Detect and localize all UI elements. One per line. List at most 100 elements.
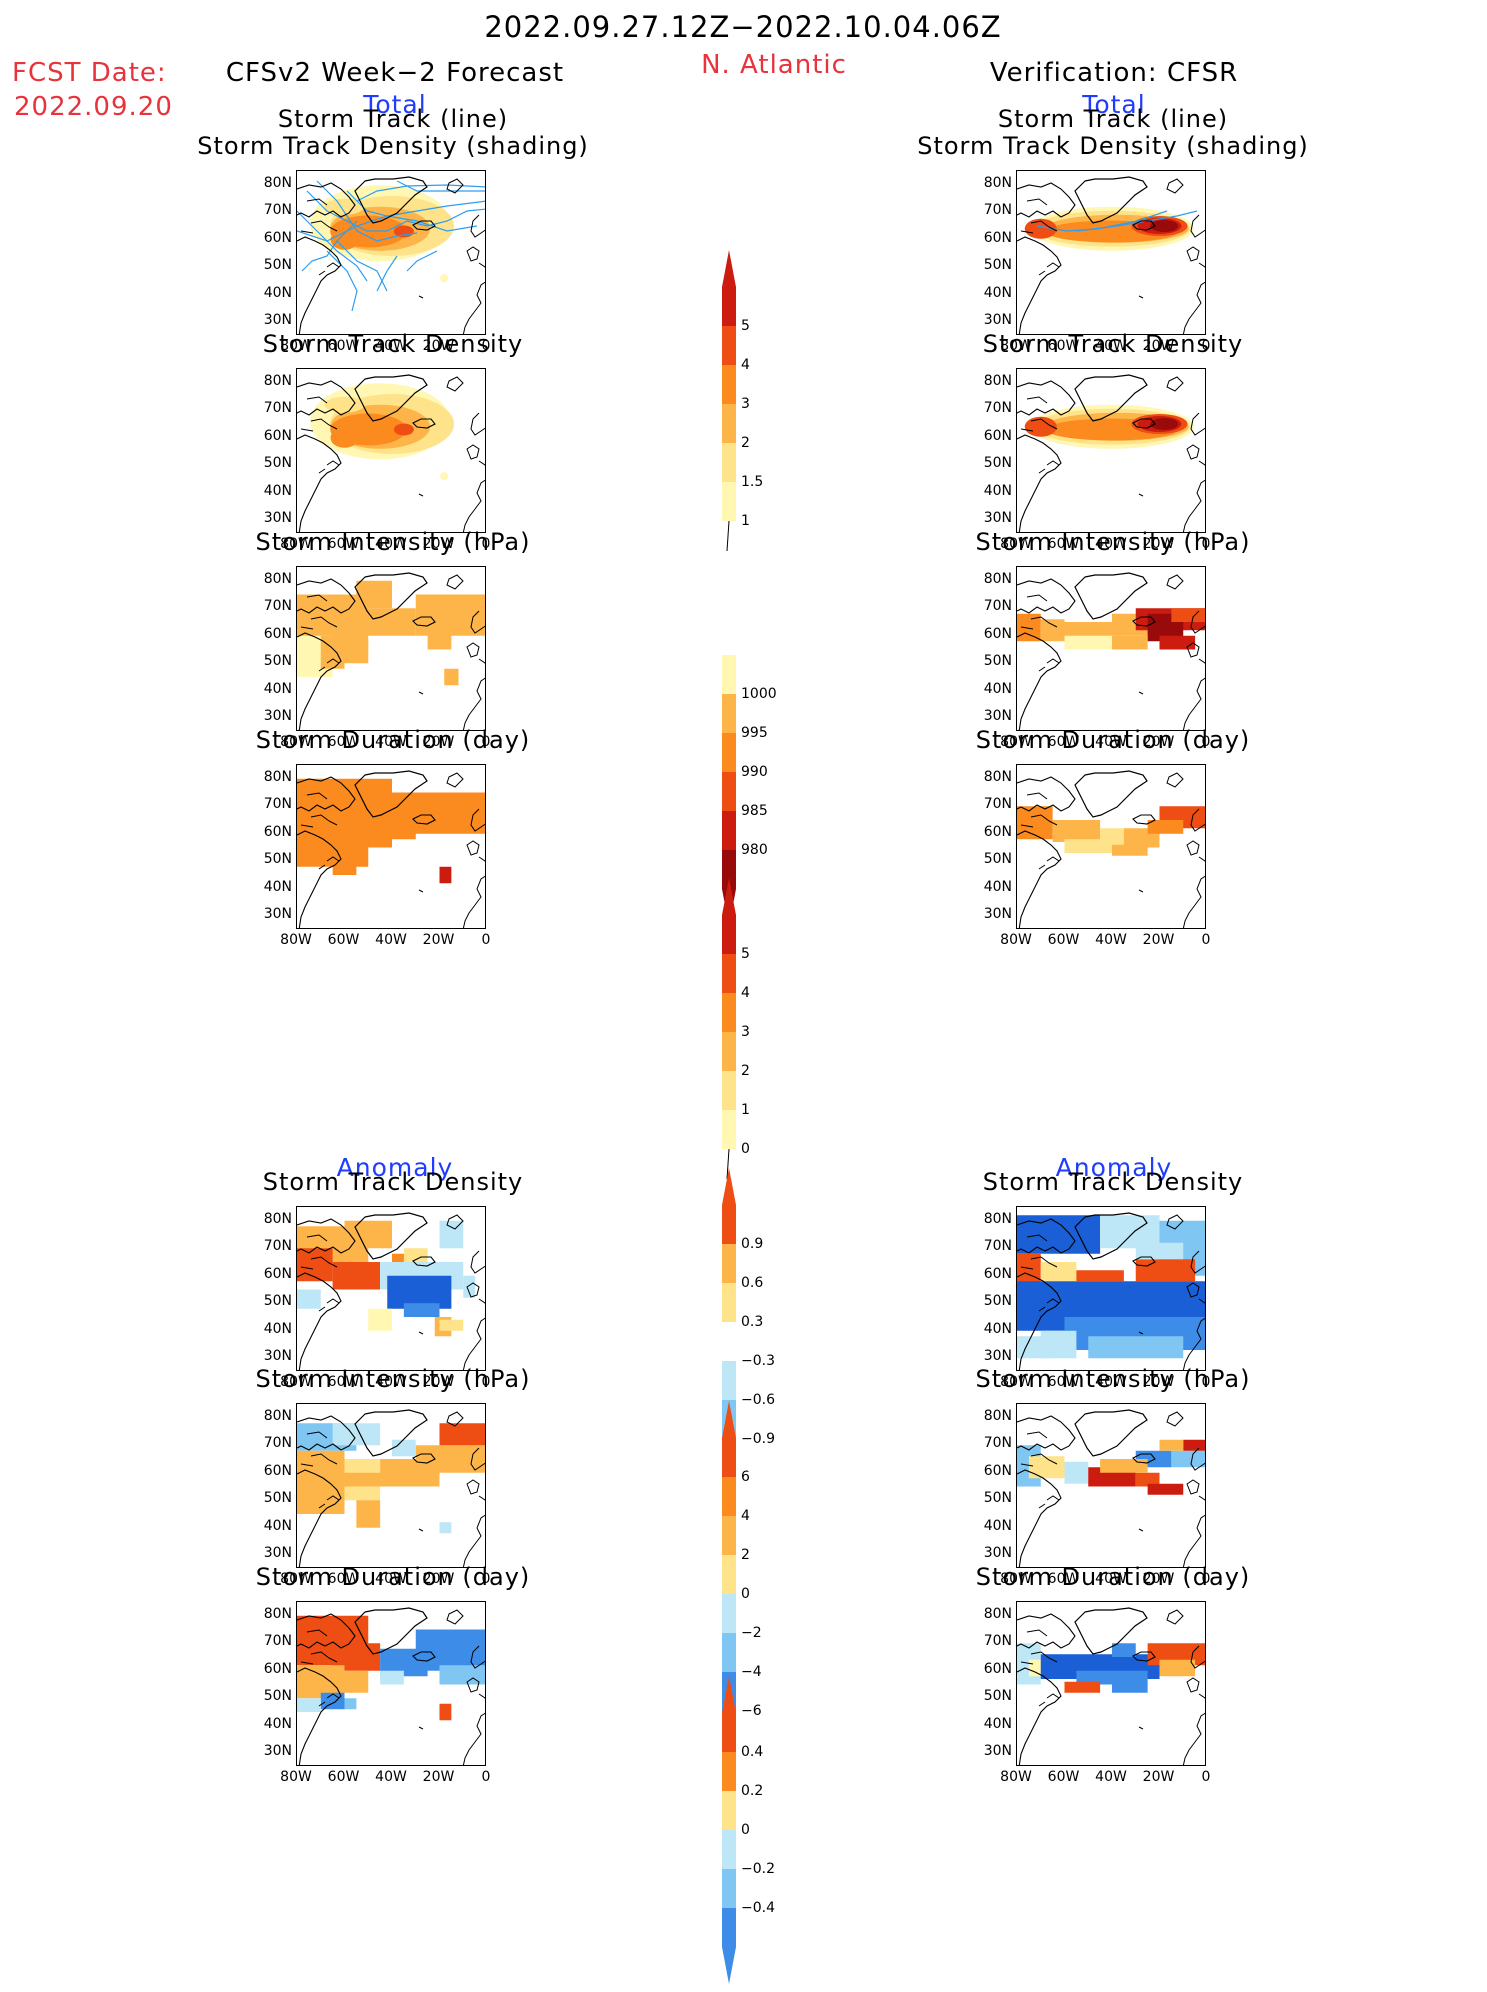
anomaly-cell [1088, 1336, 1184, 1359]
duration-cell [1064, 839, 1112, 853]
forecast-anomaly-density-lat-tick: 70N [263, 1238, 292, 1255]
forecast-total-duration-lat-tick: 30N [263, 906, 292, 923]
forecast-total-duration-plot [297, 770, 485, 928]
anomaly-duration-colorbar-swatch [722, 1908, 736, 1947]
density-blob [330, 229, 359, 250]
cfsr-total-track-map [1016, 170, 1206, 335]
intensity-colorbar-label: 980 [741, 842, 768, 858]
forecast-total-track-lat-tick: 70N [263, 202, 292, 219]
cfsr-anomaly-density-title: Storm Track Density [982, 1168, 1244, 1196]
forecast-total-duration-map [296, 764, 486, 929]
cfsr-total-duration-lon-tick: 60W [1047, 932, 1080, 948]
cfsr-total-intensity-lat-tick: 70N [983, 598, 1012, 615]
cfsr-anomaly-duration-lat-tick: 60N [983, 1660, 1012, 1677]
storm-track-line [356, 184, 485, 202]
forecast-anomaly-density-lat-tick: 40N [263, 1320, 292, 1337]
cfsr-anomaly-duration-lon-tick: 0 [1201, 1769, 1211, 1785]
density-blob [440, 274, 449, 283]
verification-header: Verification: CFSR [989, 58, 1239, 88]
cfsr-total-density-lat-tick: 70N [983, 400, 1012, 417]
anomaly-cell [1135, 1472, 1160, 1487]
intensity-colorbar-label: 990 [741, 764, 768, 780]
anomaly-density-colorbar-label: 0.6 [741, 1275, 764, 1291]
anomaly-intensity-colorbar-label: 4 [741, 1508, 750, 1524]
forecast-total-intensity-lon-tick: 40W [375, 734, 407, 750]
anomaly-density-colorbar-label: 0.9 [741, 1236, 764, 1252]
forecast-anomaly-density-title: Storm Track Density [262, 1168, 524, 1196]
forecast-anomaly-density-lon-tick: 80W [280, 1374, 312, 1390]
cfsr-anomaly-density-lat-tick: 80N [983, 1210, 1012, 1227]
cfsr-total-duration-lon-tick: 0 [1201, 932, 1211, 948]
forecast-total-track-map [296, 170, 486, 335]
forecast-total-intensity-lon-tick: 60W [327, 734, 360, 750]
forecast-anomaly-duration-lon-tick: 60W [327, 1769, 360, 1785]
duration-colorbar-label: 3 [741, 1024, 750, 1040]
anomaly-cell [332, 1423, 381, 1446]
forecast-anomaly-intensity-lon-tick: 0 [481, 1571, 491, 1587]
intensity-cell [320, 635, 345, 669]
forecast-anomaly-intensity-lon-tick: 80W [280, 1571, 312, 1587]
cfsr-total-density-lon-tick: 20W [1142, 536, 1175, 552]
forecast-total-intensity-lat-tick: 60N [263, 625, 292, 642]
storm-track-line [301, 220, 358, 272]
cfsr-total-track-lat-tick: 30N [983, 312, 1012, 329]
duration-colorbar-label: 5 [741, 946, 750, 962]
density-blob [1024, 218, 1057, 239]
anomaly-cell [1159, 1439, 1184, 1451]
cfsr-anomaly-intensity-lon-tick: 0 [1201, 1571, 1211, 1587]
intensity-colorbar-swatch [722, 850, 736, 889]
cfsr-total-track-lon-tick: 40W [1095, 338, 1127, 354]
storm-track-line [316, 180, 418, 242]
cfsr-anomaly-density-lon-tick: 0 [1201, 1374, 1211, 1390]
cfsr-total-intensity-lon-tick: 80W [1000, 734, 1032, 750]
cfsr-anomaly-duration-lon-tick: 60W [1047, 1769, 1080, 1785]
cfsr-anomaly-intensity-title: Storm Intensity (hPa) [975, 1365, 1251, 1393]
duration-cell [1052, 820, 1101, 842]
cfsr-anomaly-duration-lon-tick: 40W [1095, 1769, 1127, 1785]
cfsr-total-track-lat-tick: 40N [983, 284, 1012, 301]
density-blob [1150, 220, 1179, 232]
intensity-cell [444, 668, 459, 686]
duration-colorbar-label: 2 [741, 1063, 750, 1079]
cfsr-total-duration-lat-tick: 50N [983, 851, 1012, 868]
forecast-total-density-lon-tick: 0 [481, 536, 491, 552]
forecast-total-density-map [296, 368, 486, 533]
anomaly-intensity-colorbar-label: −4 [741, 1664, 762, 1680]
anomaly-density-colorbar-label: −0.3 [741, 1353, 775, 1369]
forecast-total-density-lon-tick: 80W [280, 536, 312, 552]
anomaly-cell [320, 1692, 345, 1710]
density-colorbar-swatch [722, 443, 736, 482]
density-blob [1150, 418, 1179, 430]
forecast-total-duration-lon-tick: 0 [481, 932, 491, 948]
cfsr-anomaly-intensity-lat-tick: 70N [983, 1435, 1012, 1452]
forecast-total-duration-lat-tick: 80N [263, 768, 292, 785]
anomaly-cell [403, 1303, 440, 1317]
forecast-total-intensity-plot [297, 572, 485, 730]
density-blob [1024, 416, 1057, 437]
forecast-anomaly-duration-lon-tick: 80W [280, 1769, 312, 1785]
cfsr-total-duration-lat-tick: 70N [983, 796, 1012, 813]
duration-colorbar-label: 1 [741, 1102, 750, 1118]
forecast-total-density-lon-tick: 20W [422, 536, 455, 552]
anomaly-cell [356, 1500, 381, 1528]
density-colorbar-label: 1.5 [741, 474, 764, 490]
density-blob [324, 198, 365, 215]
cfsr-total-track-lat-tick: 50N [983, 257, 1012, 274]
anomaly-cell [297, 1289, 321, 1309]
duration-cell [1112, 844, 1148, 856]
anomaly-density-colorbar-swatch [722, 1361, 736, 1400]
anomaly-intensity-colorbar-label: 6 [741, 1469, 750, 1485]
anomaly-intensity-colorbar-label: −2 [741, 1625, 762, 1641]
forecast-anomaly-intensity-plot [297, 1409, 485, 1567]
forecast-total-density-title: Storm Track Density [262, 330, 524, 358]
forecast-total-intensity-lon-tick: 80W [280, 734, 312, 750]
forecast-anomaly-duration-lat-tick: 40N [263, 1715, 292, 1732]
anomaly-cell [1040, 1262, 1077, 1282]
anomaly-duration-colorbar-swatch [722, 1791, 736, 1830]
forecast-total-density-lon-tick: 40W [375, 536, 407, 552]
anomaly-cell [1076, 1670, 1148, 1685]
density-colorbar-swatch [722, 365, 736, 404]
duration-colorbar-swatch [722, 954, 736, 993]
anomaly-intensity-colorbar-swatch [722, 1594, 736, 1633]
cfsr-total-duration-lon-tick: 40W [1095, 932, 1127, 948]
